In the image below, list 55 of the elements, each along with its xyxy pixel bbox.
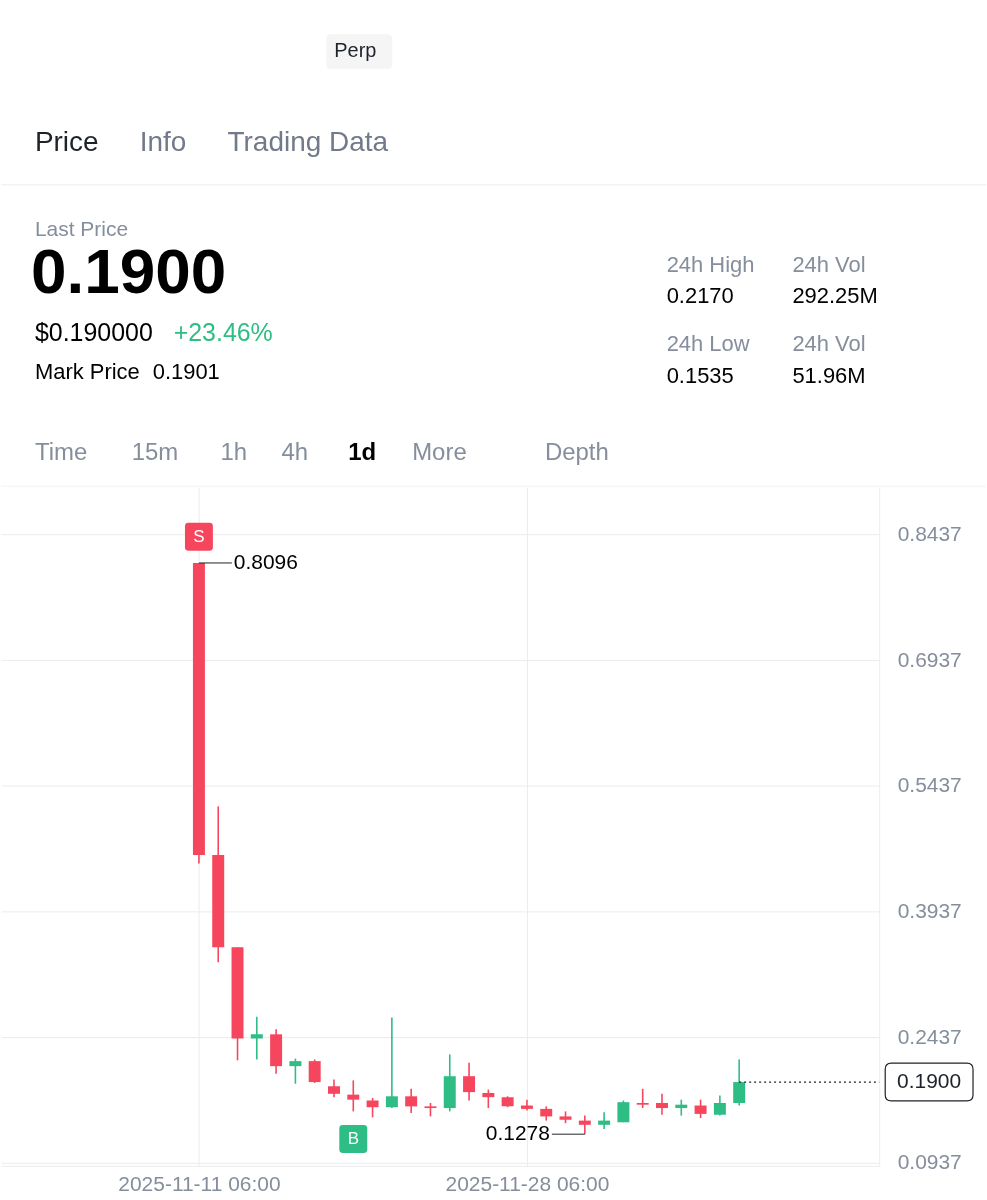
text: 24h Vol (792, 251, 866, 277)
x-tick-label: 2025-11-28 06:00 (445, 1172, 610, 1196)
candlestick (520, 1098, 533, 1112)
text: 4h (281, 438, 309, 466)
candlestick (308, 1058, 321, 1084)
candlestick (675, 1098, 688, 1117)
text: 24h High (666, 251, 755, 277)
candlestick (347, 1079, 360, 1113)
text: +23.46% (173, 317, 273, 346)
y-tick-label: 0.6937 (897, 647, 962, 671)
text: Info (139, 125, 187, 157)
annotation: 0.1278 (485, 1121, 550, 1145)
candlestick (289, 1057, 302, 1085)
candlestick (694, 1098, 707, 1119)
y-tick-label: 0.0937 (897, 1150, 962, 1174)
candlestick (482, 1088, 495, 1109)
text: 292.25M (792, 282, 878, 308)
candlestick (636, 1087, 649, 1109)
candlestick (405, 1087, 418, 1114)
candlestick (366, 1097, 379, 1119)
candlestick (250, 1015, 263, 1061)
annotation: S (193, 526, 205, 546)
candlestick (385, 1016, 398, 1109)
candlestick (598, 1111, 611, 1130)
candlestick (733, 1058, 746, 1107)
annotation: B (347, 1129, 359, 1149)
text: 1d (348, 438, 377, 466)
text: 24h Low (666, 330, 750, 356)
text: 0.2170 (666, 282, 734, 308)
y-tick-label: 0.3937 (897, 898, 962, 922)
y-tick-label: 0.8437 (897, 521, 962, 545)
text: Mark Price (34, 359, 140, 385)
text: 0.1535 (666, 363, 734, 389)
annotation: 0.8096 (233, 549, 298, 573)
text: More (412, 438, 467, 466)
candlestick (656, 1093, 668, 1116)
text: Perp (334, 39, 377, 62)
text: 15m (131, 438, 179, 466)
text: 24h Vol (792, 330, 866, 356)
text: Depth (544, 438, 609, 466)
text: 51.96M (792, 363, 866, 389)
text: Last Price (34, 216, 129, 240)
text: Trading Data (227, 125, 389, 157)
y-tick-label: 0.2437 (897, 1024, 962, 1048)
y-tick-label: 0.5437 (897, 773, 962, 797)
ref-line-label: 0.1900 (897, 1069, 962, 1093)
text: $0.190000 (34, 317, 153, 346)
text: Price (34, 125, 99, 157)
x-tick-label: 2025-11-11 06:00 (118, 1172, 281, 1196)
candlestick (578, 1114, 591, 1135)
candlestick (713, 1094, 726, 1117)
text: 1h (220, 438, 248, 466)
text: 0.1901 (152, 359, 220, 385)
candlestick (463, 1062, 476, 1102)
text: Time (34, 438, 88, 466)
